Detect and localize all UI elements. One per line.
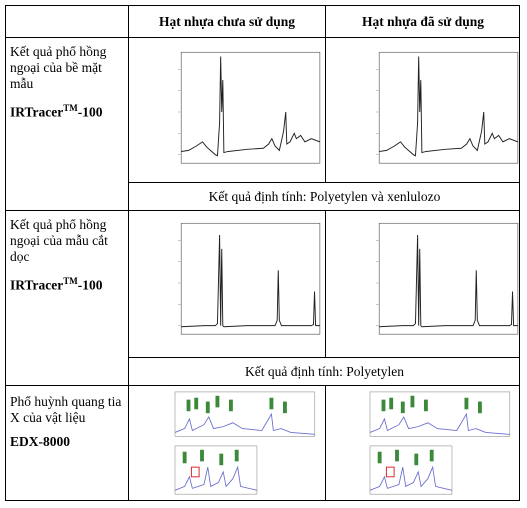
row-label: Kết quả phổ hồng ngoại của mẫu cắt dọc I… — [10, 217, 126, 294]
trademark: TM — [63, 276, 78, 286]
header-cell: Hạt nhựa đã sử dụng — [361, 14, 484, 29]
instrument-suffix: -100 — [77, 104, 103, 120]
header-cell: Hạt nhựa chưa sử dụng — [158, 14, 296, 29]
spectrum-image — [177, 222, 321, 335]
result-text: Kết quả định tính: Polyetylen — [245, 364, 404, 379]
label-text: Kết quả phổ hồng ngoại của mẫu cắt dọc — [10, 217, 108, 264]
xrf-image — [174, 391, 316, 495]
label-text: Kết quả phổ hồng ngoại của bề mặt mẫu — [10, 44, 107, 91]
spectrum-image — [375, 222, 519, 335]
row-label: Phổ huỳnh quang tia X của vật liệu EDX-8… — [10, 394, 126, 450]
grid-lines — [5, 5, 520, 501]
instrument-name: IRTracer — [10, 277, 64, 293]
spectrum-image — [375, 51, 519, 164]
instrument-suffix: -100 — [77, 277, 103, 293]
instrument-name: IRTracer — [10, 104, 64, 120]
result-text: Kết quả định tính: Polyetylen và xenlulo… — [208, 189, 441, 204]
instrument: IRTracerTM-100 — [10, 273, 126, 294]
label-text: Phổ huỳnh quang tia X của vật liệu — [10, 394, 122, 425]
trademark: TM — [63, 103, 78, 113]
spectrum-image — [177, 51, 321, 164]
xrf-image — [369, 391, 511, 495]
instrument: IRTracerTM-100 — [10, 100, 126, 121]
instrument: EDX-8000 — [10, 434, 70, 449]
row-label: Kết quả phổ hồng ngoại của bề mặt mẫu IR… — [10, 44, 126, 121]
